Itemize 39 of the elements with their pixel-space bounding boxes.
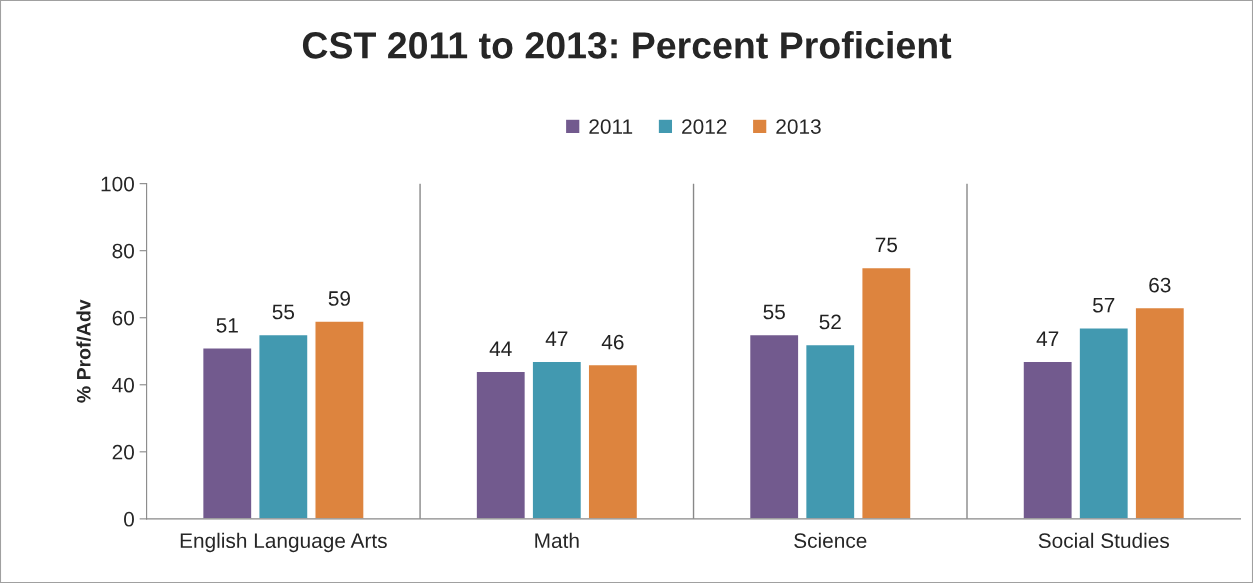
data-label: 47	[1036, 331, 1059, 346]
bar	[258, 333, 309, 519]
bar	[587, 363, 639, 519]
bar	[531, 360, 583, 519]
y-tick-label: 80	[112, 243, 134, 259]
data-label: 75	[875, 237, 898, 253]
y-tick-label: 60	[112, 310, 134, 326]
data-label: 44	[489, 341, 512, 356]
y-axis-title: % Prof/Adv	[76, 299, 91, 403]
x-tick-label: English Language Arts	[180, 532, 387, 553]
data-label: 55	[763, 304, 785, 320]
bar	[1134, 306, 1186, 519]
data-label: 47	[545, 331, 568, 346]
y-tick-label: 20	[112, 444, 134, 460]
bar	[475, 370, 527, 519]
x-tick-label: Math	[535, 532, 579, 549]
data-label: 46	[601, 334, 624, 350]
bar	[861, 266, 912, 519]
bar	[748, 333, 800, 519]
legend-label: 2011	[589, 119, 633, 134]
y-tick-label: 40	[112, 377, 134, 393]
data-label: 57	[1092, 298, 1115, 313]
bar	[1078, 327, 1130, 519]
bar	[804, 343, 856, 519]
chart-title: CST 2011 to 2013: Percent Proficient	[302, 31, 952, 59]
data-label: 59	[328, 291, 350, 306]
x-tick-label: Social Studies	[1038, 532, 1169, 549]
bar	[314, 320, 365, 519]
y-tick-label: 100	[101, 176, 134, 192]
data-label: 63	[1149, 277, 1171, 293]
bar	[1022, 360, 1073, 519]
bar	[201, 347, 253, 519]
y-tick-label: 0	[124, 511, 134, 527]
legend-label: 2012	[682, 119, 727, 134]
x-tick-label: Science	[794, 532, 867, 549]
data-label: 52	[819, 314, 841, 330]
data-label: 51	[216, 318, 238, 333]
data-label: 55	[272, 304, 295, 320]
legend-label: 2013	[776, 119, 821, 134]
